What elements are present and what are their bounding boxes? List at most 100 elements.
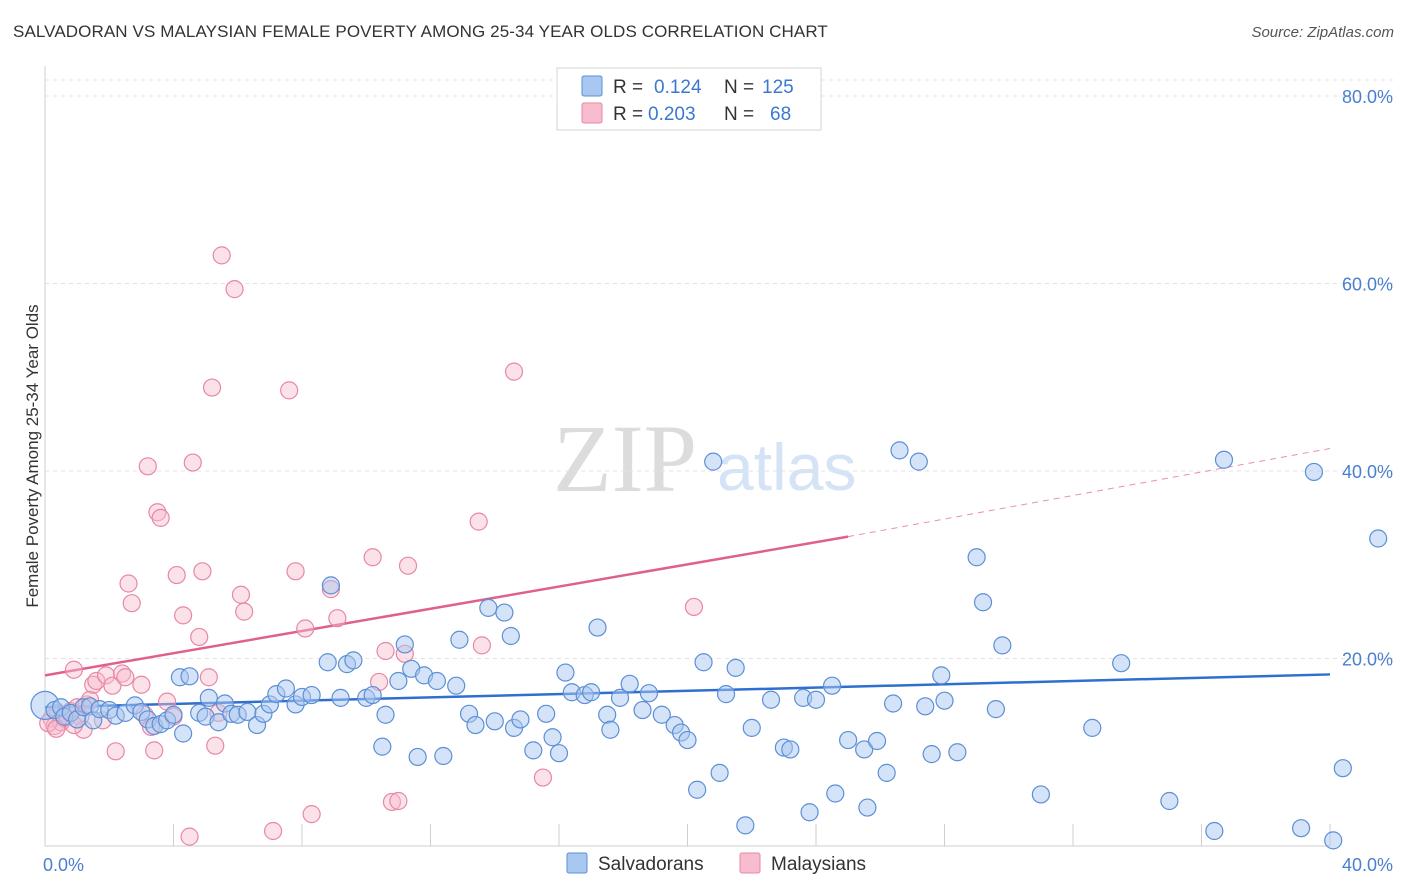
gridlines — [45, 79, 1394, 659]
salvadoran-point — [466, 715, 485, 735]
y-tick-label: 80.0% — [1342, 87, 1393, 107]
y-tick-label: 40.0% — [1342, 462, 1393, 482]
salvadoran-point — [588, 618, 607, 637]
salvadoran-point — [537, 704, 556, 723]
salvadoran-point — [688, 780, 707, 799]
malaysian-point — [472, 636, 491, 655]
salvadoran-point — [806, 690, 826, 709]
source-label: Source: ZipAtlas.com — [1251, 24, 1394, 41]
salvadoran-point — [495, 603, 514, 622]
salvadoran-point — [1304, 462, 1324, 482]
malaysian-point — [116, 668, 135, 687]
malaysian-point — [106, 742, 125, 761]
salvadoran-point — [639, 684, 659, 703]
stats-legend: R = 0.124 N = 125 R = 0.203 N = 68 — [556, 67, 822, 131]
y-axis-label: Female Poverty Among 25-34 Year Olds — [23, 304, 42, 607]
salvadorans-legend-label: Salvadorans — [598, 854, 704, 875]
salvadoran-point — [986, 700, 1006, 719]
salvadoran-point — [556, 663, 575, 682]
chart-title: SALVADORAN VS MALAYSIAN FEMALE POVERTY A… — [13, 22, 828, 41]
legend-r-label-2: R = — [613, 104, 643, 125]
malaysian-point — [64, 660, 84, 679]
salvadoran-point — [376, 705, 395, 724]
malaysian-point — [199, 668, 218, 687]
salvadoran-point — [164, 705, 183, 724]
salvadoran-point — [450, 630, 469, 649]
salvadoran-point — [736, 816, 755, 835]
salvadoran-point — [1160, 791, 1179, 811]
salvadoran-point — [694, 653, 713, 672]
salvadoran-point — [742, 718, 761, 737]
watermark: ZIP atlas — [553, 405, 856, 512]
salvadoran-point — [582, 683, 601, 702]
watermark-atlas: atlas — [717, 430, 856, 504]
salvadoran-point — [434, 746, 453, 766]
malaysian-point — [132, 675, 151, 694]
salvadoran-point — [826, 784, 845, 803]
malaysian-point — [193, 562, 212, 581]
salvadoran-point — [726, 658, 745, 677]
salvadoran-point — [479, 598, 498, 617]
salvadoran-point — [909, 452, 928, 471]
malaysian-point — [376, 641, 395, 661]
salvadoran-point — [321, 576, 341, 595]
salvadoran-point — [199, 688, 218, 707]
salvadoran-point — [710, 763, 729, 782]
malaysian-point — [504, 362, 524, 381]
malaysian-point — [180, 827, 199, 846]
trend-lines — [44, 448, 1331, 709]
malaysian-point — [382, 792, 402, 812]
salvadoran-point — [501, 626, 520, 646]
malaysian-point — [469, 512, 488, 531]
malaysian-point — [225, 280, 244, 299]
malaysian-points — [39, 246, 704, 846]
salvadoran-point — [652, 705, 671, 724]
salvadoran-point — [549, 744, 569, 763]
salvadoran-point — [1324, 831, 1343, 850]
y-tick-label: 20.0% — [1342, 650, 1393, 670]
series-legend: Salvadorans Malaysians — [566, 852, 866, 875]
salvadoran-point — [704, 452, 723, 471]
salvadoran-point — [302, 685, 321, 705]
salvadoran-point — [916, 697, 935, 716]
salvadoran-point — [543, 728, 562, 747]
malaysian-point — [363, 548, 382, 567]
salvadoran-point — [601, 720, 620, 739]
watermark-zip: ZIP — [553, 405, 697, 512]
salvadoran-point — [858, 798, 877, 817]
malaysian-point — [286, 562, 305, 581]
salvadoran-point — [822, 676, 842, 695]
malaysian-point — [138, 457, 157, 476]
malaysian-point — [202, 378, 222, 397]
salvadoran-point — [1291, 819, 1311, 838]
salvadoran-point — [839, 730, 858, 750]
salvadoran-point — [524, 741, 543, 760]
malaysian-point — [231, 585, 251, 604]
salvadoran-point — [877, 763, 896, 782]
salvadoran-point — [883, 694, 903, 713]
legend-n-value-2: 68 — [770, 104, 791, 125]
salvadoran-point — [1369, 529, 1388, 548]
salvadoran-point — [800, 803, 819, 822]
salvadoran-point — [932, 666, 951, 685]
salvadoran-point — [922, 745, 941, 764]
salvadoran-point — [890, 441, 909, 460]
malaysian-point — [684, 597, 704, 617]
salvadoran-point — [993, 636, 1012, 655]
salvadoran-point — [973, 593, 993, 612]
salvadoran-point — [948, 743, 967, 762]
malaysian-point — [145, 741, 164, 760]
malaysian-point — [302, 805, 321, 824]
malaysian-point — [167, 565, 186, 585]
malaysian-point — [533, 768, 553, 787]
salvadoran-point — [318, 653, 337, 672]
tick-labels: 20.0% 40.0% 60.0% 80.0% 0.0% 40.0% — [43, 87, 1393, 875]
salvadoran-point — [633, 700, 652, 720]
salvadoran-point — [855, 740, 874, 759]
salvadoran-point — [363, 685, 382, 705]
salvadoran-point — [209, 713, 228, 732]
salvadoran-point — [1333, 759, 1352, 778]
malaysian-trend-extension — [848, 448, 1331, 538]
legend-n-value-1: 125 — [762, 77, 794, 98]
salvadoran-trend-line — [44, 673, 1331, 709]
